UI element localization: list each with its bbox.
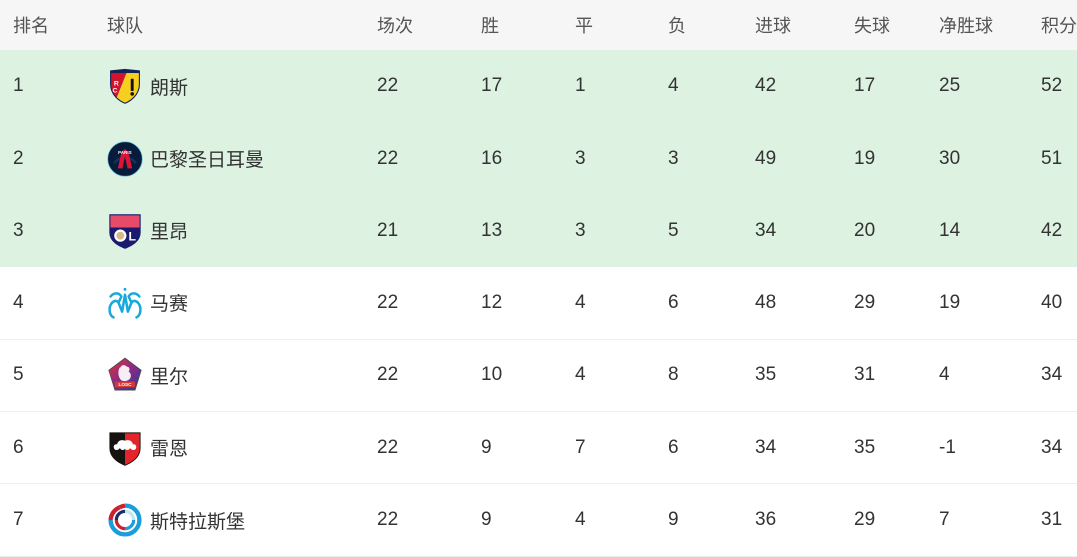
svg-text:L: L — [128, 229, 136, 243]
svg-text:LOSC: LOSC — [119, 382, 133, 387]
svg-text:PARIS: PARIS — [118, 150, 132, 155]
svg-text:R: R — [114, 80, 119, 87]
